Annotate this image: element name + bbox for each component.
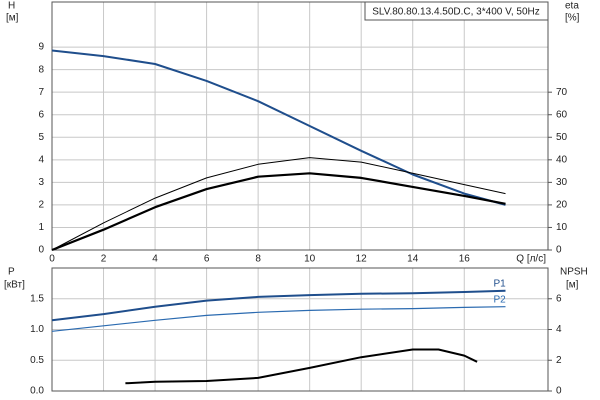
series-line bbox=[51, 157, 506, 251]
series-line bbox=[51, 49, 506, 206]
y-tick-label: 0 bbox=[38, 245, 44, 256]
y2-tick-label: 0 bbox=[556, 245, 562, 256]
title-box bbox=[364, 1, 549, 21]
y2-tick-label: 30 bbox=[556, 177, 568, 188]
y2-axis-label: eta bbox=[565, 1, 579, 12]
y-tick-label: 7 bbox=[38, 87, 44, 98]
x-axis-label: Q [л/с] bbox=[516, 254, 546, 265]
y-tick-label: 1 bbox=[38, 222, 44, 233]
y-tick-label: 0.5 bbox=[30, 355, 44, 366]
y2-tick-label: 60 bbox=[556, 109, 568, 120]
x-tick-label: 4 bbox=[152, 254, 158, 265]
y-tick-label: 1.5 bbox=[30, 293, 44, 304]
y-axis-unit: [м] bbox=[6, 13, 19, 24]
y2-tick-label: 4 bbox=[556, 324, 562, 335]
series-label: P1 bbox=[493, 278, 506, 289]
series-label: P2 bbox=[493, 294, 506, 305]
y-tick-label: 3 bbox=[38, 177, 44, 188]
y2-tick-label: 10 bbox=[556, 222, 568, 233]
plot-frame bbox=[51, 1, 549, 251]
series-line bbox=[51, 306, 506, 332]
y-axis-label: P bbox=[8, 267, 15, 278]
series-line bbox=[125, 348, 478, 385]
x-tick-label: 10 bbox=[304, 254, 316, 265]
x-tick-label: 12 bbox=[356, 254, 368, 265]
y-tick-label: 1.0 bbox=[30, 324, 44, 335]
y-tick-label: 0.0 bbox=[30, 386, 44, 397]
y-tick-label: 8 bbox=[38, 64, 44, 75]
y-tick-label: 4 bbox=[38, 154, 44, 165]
x-tick-label: 16 bbox=[459, 254, 471, 265]
y-tick-label: 5 bbox=[38, 132, 44, 143]
y2-axis-unit: [м] bbox=[566, 280, 579, 291]
y2-axis-unit: [%] bbox=[565, 13, 580, 24]
y2-axis-label: NPSH bbox=[560, 267, 588, 278]
x-tick-label: 0 bbox=[49, 254, 55, 265]
series-line bbox=[51, 289, 506, 322]
x-tick-label: 2 bbox=[101, 254, 107, 265]
x-tick-label: 14 bbox=[407, 254, 419, 265]
chart-title: SLV.80.80.13.4.50D.C, 3*400 V, 50Hz bbox=[372, 7, 540, 18]
x-tick-label: 8 bbox=[255, 254, 261, 265]
y-axis-label: H bbox=[8, 1, 15, 12]
y2-tick-label: 50 bbox=[556, 132, 568, 143]
y-tick-label: 9 bbox=[38, 42, 44, 53]
y2-tick-label: 70 bbox=[556, 87, 568, 98]
y2-tick-label: 2 bbox=[556, 355, 562, 366]
y2-tick-label: 20 bbox=[556, 200, 568, 211]
y2-tick-label: 40 bbox=[556, 154, 568, 165]
x-tick-label: 6 bbox=[204, 254, 210, 265]
y-tick-label: 6 bbox=[38, 109, 44, 120]
y2-tick-label: 0 bbox=[556, 386, 562, 397]
y2-tick-label: 6 bbox=[556, 293, 562, 304]
y-axis-unit: [кВт] bbox=[4, 280, 25, 291]
y-tick-label: 2 bbox=[38, 200, 44, 211]
series-line bbox=[51, 172, 506, 252]
